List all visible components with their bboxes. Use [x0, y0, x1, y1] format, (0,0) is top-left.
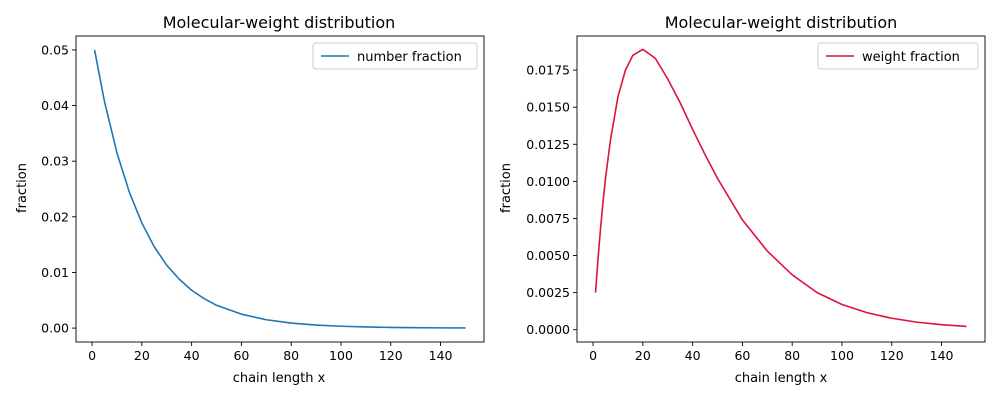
y-axis-label: fraction	[15, 163, 30, 213]
y-tick-label: 0.0050	[526, 248, 570, 263]
x-tick-label: 60	[233, 348, 249, 363]
y-tick-label: 0.01	[41, 265, 69, 280]
y-axis-label: fraction	[499, 163, 514, 213]
x-tick-label: 40	[685, 348, 701, 363]
y-tick-label: 0.0025	[526, 285, 570, 300]
y-tick-label: 0.0075	[526, 211, 570, 226]
plot-frame	[576, 35, 986, 343]
y-tick-label: 0.0175	[526, 63, 570, 78]
legend-label: number fraction	[357, 50, 462, 65]
x-tick-label: 140	[429, 348, 453, 363]
chart-title: Molecular-weight distribution	[665, 13, 898, 32]
x-tick-label: 140	[930, 348, 954, 363]
x-tick-label: 100	[329, 348, 353, 363]
legend-label: weight fraction	[862, 50, 960, 65]
chart-title: Molecular-weight distribution	[163, 13, 396, 32]
legend-box	[312, 42, 478, 70]
series-line	[93, 49, 466, 329]
left-chart: Molecular-weight distribution chain leng…	[15, 13, 485, 386]
y-tick-label: 0.03	[41, 154, 69, 169]
y-tick-label: 0.00	[41, 321, 69, 336]
x-tick-label: 80	[784, 348, 800, 363]
y-tick-label: 0.0150	[526, 100, 570, 115]
x-tick-label: 20	[635, 348, 651, 363]
x-axis-label: chain length x	[735, 371, 828, 386]
right-chart: Molecular-weight distribution chain leng…	[499, 13, 986, 386]
legend-box	[817, 42, 979, 70]
x-tick-label: 120	[880, 348, 904, 363]
x-tick-label: 120	[379, 348, 403, 363]
x-tick-label: 0	[589, 348, 597, 363]
y-tick-label: 0.0125	[526, 137, 570, 152]
x-tick-label: 60	[734, 348, 750, 363]
x-axis-label: chain length x	[233, 371, 326, 386]
y-tick-label: 0.0100	[526, 174, 570, 189]
x-tick-label: 0	[88, 348, 96, 363]
x-tick-label: 80	[283, 348, 299, 363]
y-tick-label: 0.0000	[526, 322, 570, 337]
y-tick-label: 0.04	[41, 98, 69, 113]
x-tick-label: 20	[134, 348, 150, 363]
x-tick-label: 100	[830, 348, 854, 363]
y-tick-label: 0.02	[41, 209, 69, 224]
plot-frame	[75, 35, 485, 343]
series-line	[594, 48, 967, 328]
y-tick-label: 0.05	[41, 42, 69, 57]
x-tick-label: 40	[184, 348, 200, 363]
